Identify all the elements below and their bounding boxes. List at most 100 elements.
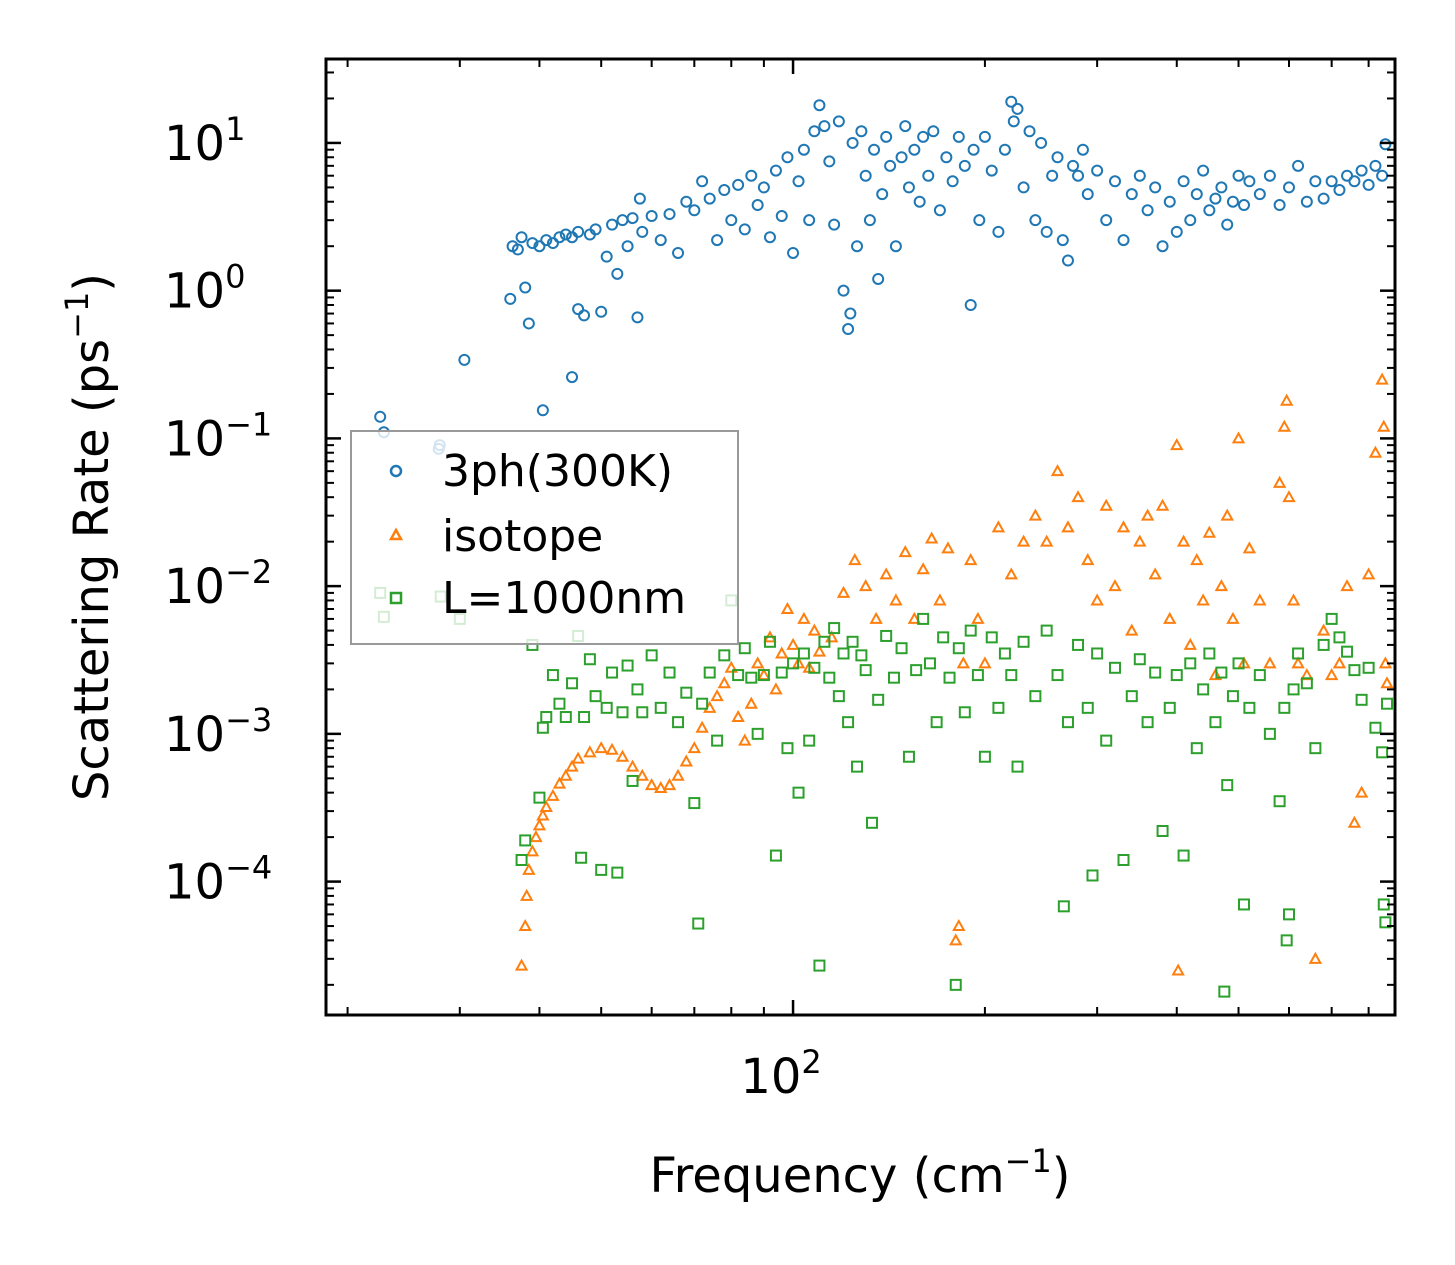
data-point: [1272, 475, 1287, 488]
data-point: [695, 720, 709, 733]
data-point: [1086, 869, 1099, 882]
data-point: [757, 181, 770, 194]
data-point: [1148, 567, 1162, 580]
data-point: [1023, 125, 1036, 138]
data-point: [1368, 445, 1383, 458]
data-point: [844, 307, 857, 320]
data-point: [595, 863, 608, 876]
data-point: [978, 130, 991, 143]
data-point: [1273, 199, 1286, 212]
data-point: [1309, 742, 1322, 755]
data-point: [869, 611, 883, 624]
data-point: [571, 751, 585, 764]
data-point: [1282, 908, 1295, 921]
data-point: [1177, 175, 1190, 188]
data-point: [631, 683, 644, 696]
data-point: [943, 671, 956, 684]
data-point: [813, 99, 826, 112]
data-point: [899, 120, 912, 133]
data-point: [769, 682, 783, 695]
data-point: [595, 305, 608, 318]
data-point: [967, 143, 980, 156]
data-point: [792, 175, 805, 188]
x-axis-title-tail: ): [1052, 1148, 1071, 1204]
data-point: [941, 541, 955, 554]
data-point: [1277, 419, 1292, 432]
data-point: [605, 742, 619, 755]
data-point: [751, 199, 764, 212]
data-point: [908, 143, 921, 156]
data-point: [933, 204, 946, 217]
data-point: [566, 371, 579, 384]
data-point: [998, 647, 1011, 660]
data-point: [1325, 175, 1338, 188]
data-point: [971, 669, 984, 682]
data-point: [1292, 159, 1305, 172]
data-point: [1377, 419, 1391, 432]
data-point: [836, 585, 851, 598]
data-point: [1209, 716, 1222, 729]
data-point: [917, 612, 930, 625]
data-marks: [374, 95, 1394, 998]
data-point: [1016, 534, 1031, 547]
data-point: [1109, 175, 1122, 188]
data-point: [1340, 579, 1354, 592]
data-point: [679, 754, 694, 767]
data-point: [855, 125, 868, 138]
data-point: [522, 317, 535, 330]
y-tick-label: 100: [164, 258, 245, 320]
data-point: [1156, 825, 1169, 838]
data-point: [958, 706, 971, 719]
data-point: [1232, 657, 1245, 670]
data-point: [848, 553, 862, 566]
data-point: [1117, 853, 1130, 866]
data-point: [565, 759, 579, 772]
data-point: [1100, 734, 1113, 747]
data-point: [738, 642, 751, 655]
data-point: [1226, 195, 1239, 208]
data-point: [533, 240, 546, 253]
axis-ticks: 102 10−4 10−3 10−2 10−1 100 101: [164, 59, 1395, 1105]
data-point: [1197, 683, 1210, 696]
data-point: [985, 164, 998, 177]
data-point: [745, 671, 758, 684]
legend-marker-3ph: [389, 464, 403, 478]
data-point: [1057, 900, 1070, 913]
data-point: [1253, 669, 1266, 682]
data-point: [1156, 240, 1169, 253]
data-point: [680, 195, 693, 208]
data-point: [731, 709, 745, 723]
data-point: [832, 690, 845, 703]
data-point: [1091, 164, 1104, 177]
data-point: [1163, 701, 1176, 714]
data-point: [633, 192, 646, 205]
data-point: [532, 818, 547, 831]
data-point: [575, 851, 588, 864]
data-point: [1355, 164, 1368, 177]
data-point: [1291, 656, 1305, 669]
data-point: [578, 309, 591, 322]
data-point: [615, 749, 630, 762]
data-point: [1051, 151, 1064, 164]
data-point: [1341, 169, 1354, 182]
data-point: [1282, 181, 1295, 194]
data-point: [514, 958, 529, 971]
data-point: [566, 677, 579, 690]
data-point: [808, 125, 821, 138]
x-axis-title: Frequency (cm−1): [649, 1142, 1070, 1204]
data-point: [781, 151, 794, 164]
data-point: [937, 631, 950, 644]
data-point: [1348, 175, 1361, 188]
data-point: [797, 143, 810, 156]
data-point: [572, 225, 585, 238]
data-point: [1253, 593, 1267, 606]
data-point: [812, 644, 827, 657]
data-point: [553, 697, 566, 710]
data-point: [971, 611, 985, 624]
data-point: [1125, 690, 1138, 703]
data-point: [1253, 188, 1266, 201]
data-point: [1341, 645, 1354, 658]
data-point: [889, 240, 902, 253]
data-point: [863, 214, 876, 227]
data-point: [924, 531, 939, 544]
